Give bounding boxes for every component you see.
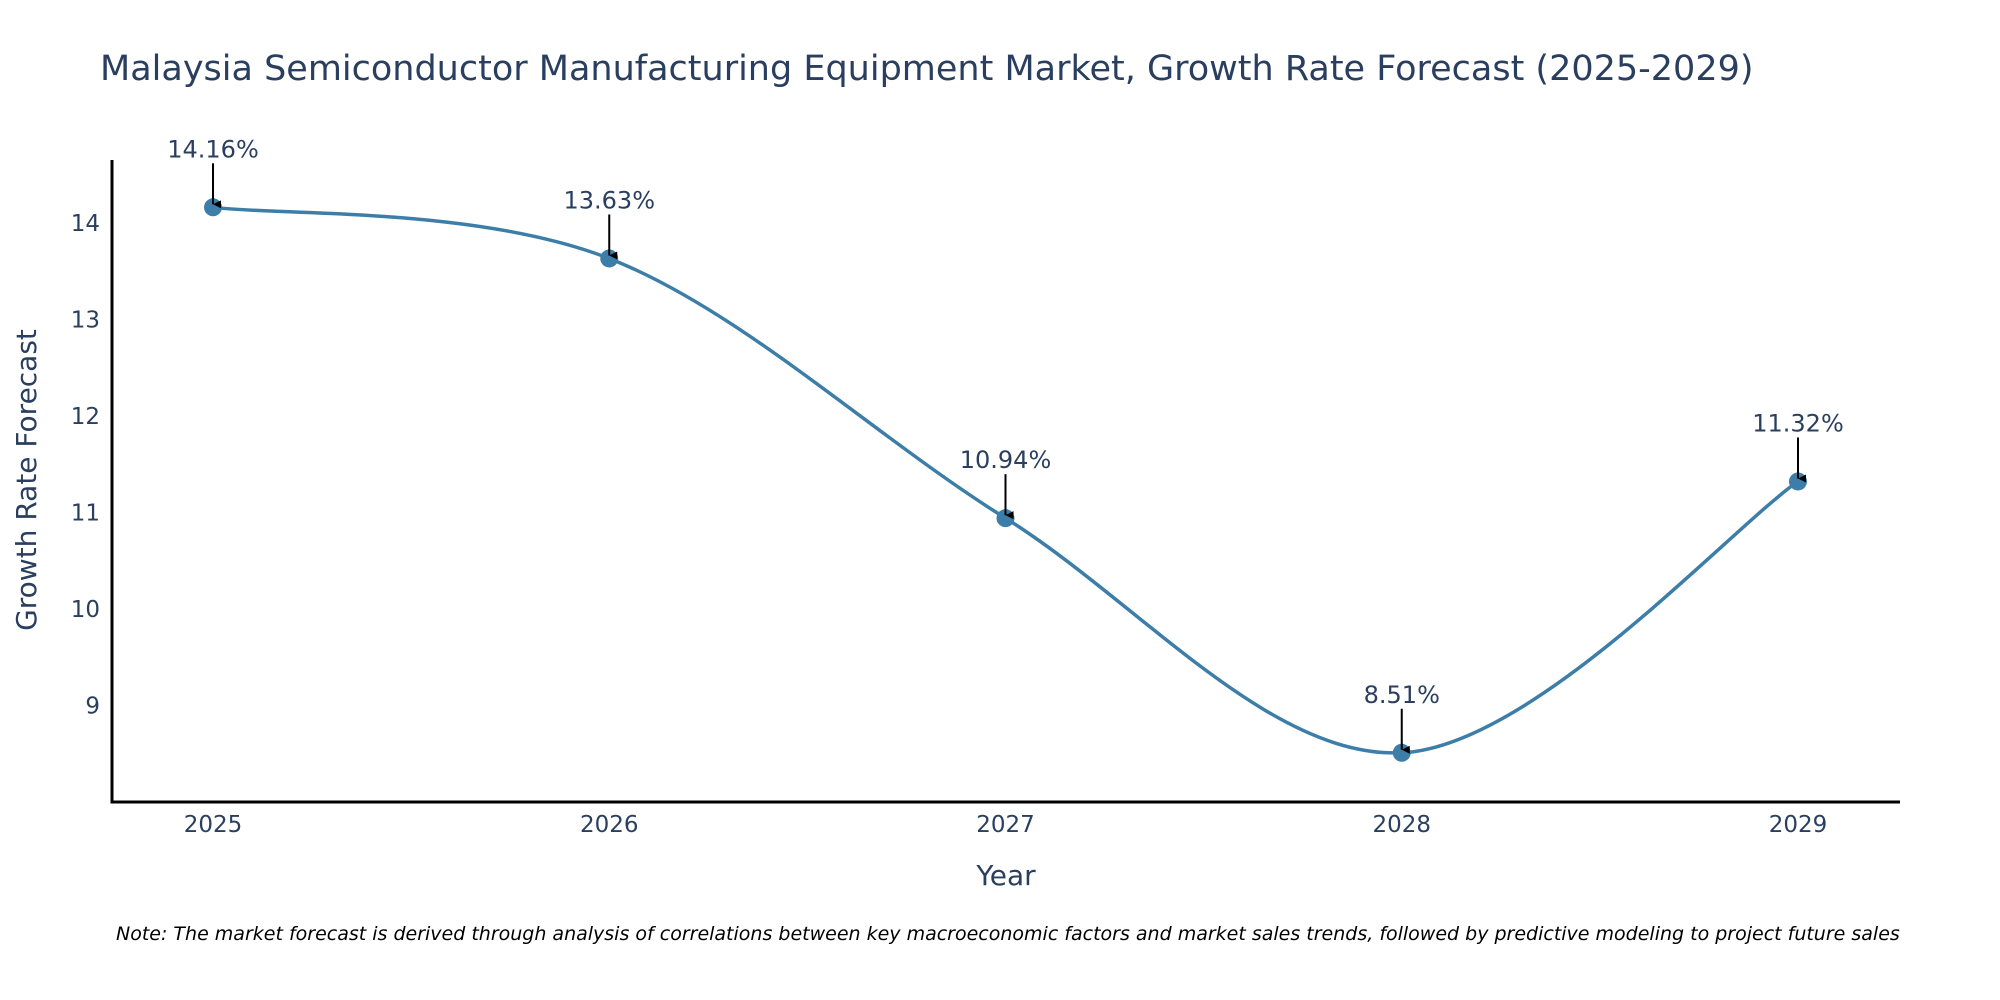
y-axis-title: Growth Rate Forecast: [10, 329, 43, 631]
series-line: [212, 205, 1799, 755]
footnote: Note: The market forecast is derived thr…: [116, 923, 1900, 945]
data-label: 14.16%: [167, 135, 259, 163]
y-tick-label: 13: [71, 307, 100, 333]
x-tick-label: 2025: [184, 812, 243, 838]
y-tick-label: 12: [71, 404, 100, 430]
axes: [110, 160, 1900, 804]
y-tick-labels: 9 10 11 12 13 14: [71, 211, 100, 720]
data-label: 8.51%: [1364, 681, 1440, 709]
y-tick-label: 9: [85, 693, 100, 719]
y-tick-label: 11: [71, 500, 100, 526]
x-tick-labels: 2025 2026 2027 2028 2029: [184, 812, 1828, 838]
y-tick-label: 10: [71, 597, 100, 623]
x-tick-label: 2029: [1769, 812, 1828, 838]
data-label: 13.63%: [563, 186, 655, 214]
x-axis-title: Year: [975, 859, 1036, 892]
data-label: 10.94%: [960, 446, 1052, 474]
x-tick-label: 2027: [976, 812, 1035, 838]
data-label: 11.32%: [1752, 409, 1844, 437]
data-label-annotations: 14.16% 13.63% 10.94% 8.51% 11.32%: [167, 135, 1844, 754]
y-tick-label: 14: [71, 211, 100, 237]
chart-title: Malaysia Semiconductor Manufacturing Equ…: [100, 49, 1754, 89]
x-tick-label: 2028: [1372, 812, 1431, 838]
x-tick-label: 2026: [580, 812, 639, 838]
